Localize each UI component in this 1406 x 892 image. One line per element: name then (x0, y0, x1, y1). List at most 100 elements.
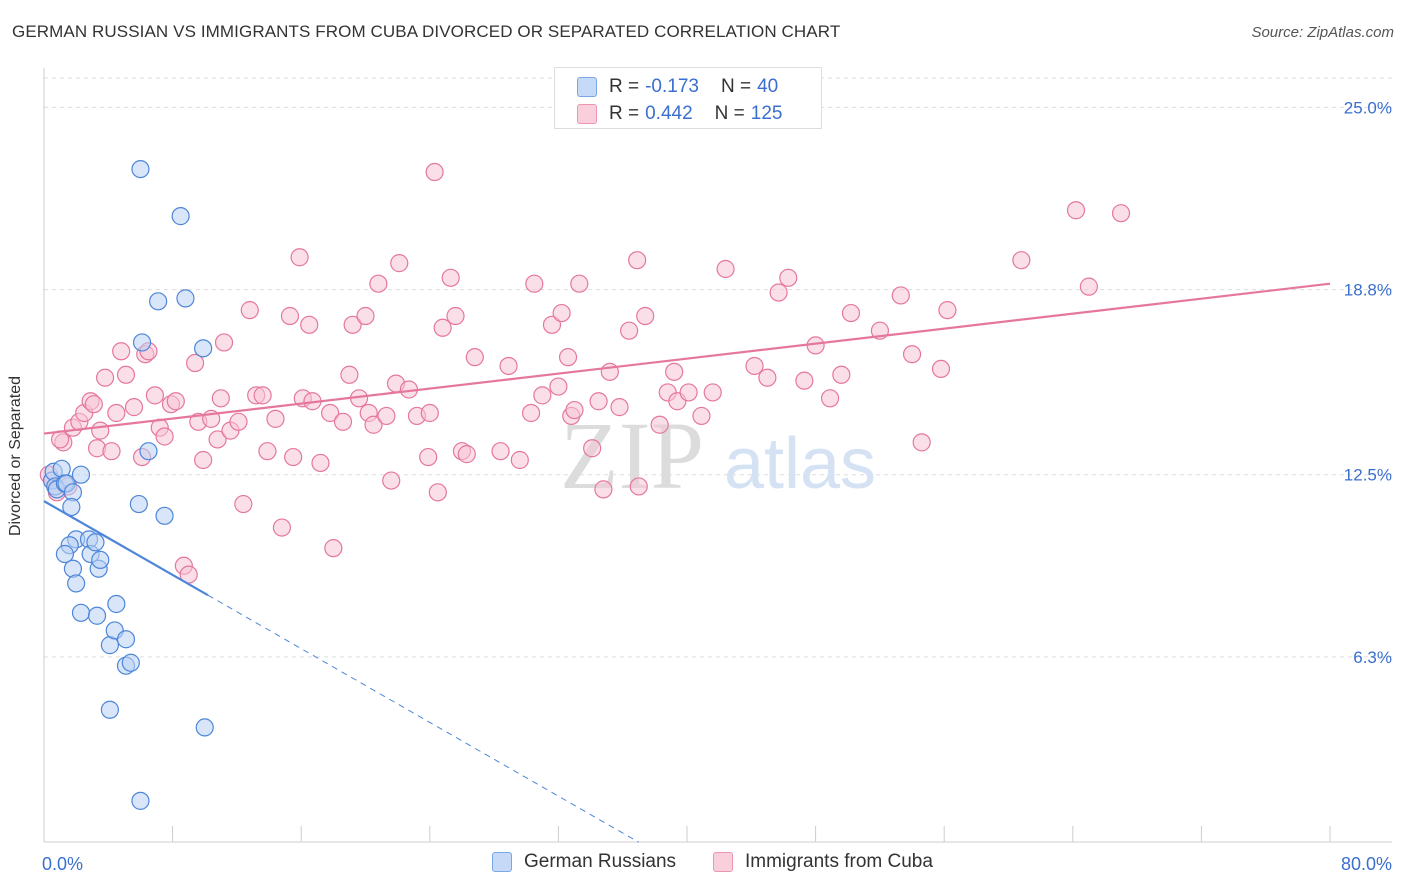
cuba-point (420, 403, 439, 423)
cuba-point (465, 348, 484, 367)
watermark-atlas: atlas (724, 424, 876, 504)
cuba-point (208, 430, 227, 449)
german-russian-point (62, 497, 81, 517)
cuba-point (364, 415, 383, 434)
y-axis-label: Divorced or Separated (7, 375, 24, 537)
cuba-point (558, 348, 578, 367)
y-tick-label: 6.3% (1353, 648, 1392, 667)
cuba-point (321, 403, 340, 423)
german-russian-point (63, 559, 83, 578)
german-russian-point (176, 289, 195, 308)
german-russian-point (139, 442, 158, 461)
cuba-point (902, 345, 922, 364)
cuba-point (938, 301, 957, 320)
cuba-point (280, 306, 300, 326)
cuba-point (95, 368, 115, 387)
cuba-point (333, 412, 353, 431)
cuba-point (491, 442, 510, 461)
cuba-point (369, 274, 388, 293)
series-immigrants-from-cuba (39, 162, 1131, 584)
cuba-point (266, 409, 285, 428)
cuba-point (343, 315, 362, 334)
german-russian-point (91, 550, 110, 570)
german-russian-point (121, 653, 140, 672)
german-russians-trend-line (43, 500, 209, 597)
cuba-point (665, 362, 684, 381)
series-legend-swatch-pink (713, 852, 733, 872)
cuba-point (102, 442, 121, 461)
german-russian-point (116, 630, 136, 649)
cuba-point (311, 453, 330, 473)
y-tick-label: 25.0% (1344, 98, 1392, 117)
cuba-point (272, 518, 292, 537)
cuba-point (629, 477, 648, 496)
cuba-point (891, 286, 910, 305)
cuba-point (525, 274, 544, 293)
cuba-point (758, 368, 777, 387)
cuba-point (186, 353, 205, 373)
legend-r-value: 0.442 (645, 103, 693, 124)
x-tick-label: 0.0% (42, 854, 83, 874)
cuba-point (594, 480, 613, 499)
cuba-point (300, 315, 319, 334)
cuba-point (589, 392, 608, 411)
cuba-point (549, 377, 568, 396)
cuba-point (552, 303, 571, 323)
german-russian-point (71, 603, 91, 622)
german-russian-point (131, 159, 150, 179)
series-legend-swatch-blue (492, 852, 512, 872)
legend-swatch-pink (577, 104, 597, 124)
german-russian-point (131, 791, 150, 810)
cuba-point (716, 259, 735, 279)
cuba-point (84, 395, 103, 414)
german-russian-point (107, 594, 126, 614)
cuba-point (795, 371, 814, 390)
cuba-point (457, 445, 476, 464)
trend-lines (43, 282, 1331, 843)
cuba-point (583, 439, 602, 458)
cuba-point (253, 386, 272, 405)
cuba-point (428, 483, 447, 502)
cuba-point (1079, 277, 1098, 296)
cuba-point (542, 315, 562, 334)
cuba-point (425, 162, 444, 182)
legend-r-label: R = (609, 76, 640, 97)
cuba-point (390, 254, 409, 273)
german-russian-point (67, 574, 86, 593)
tick-labels: 6.3% 12.5% 18.8% 25.0% 0.0% 80.0% (42, 98, 1392, 874)
cuba-point (116, 365, 136, 384)
cuba-point (610, 398, 629, 417)
series-legend-immigrants-from-cuba: Immigrants from Cuba (713, 851, 933, 873)
cuba-point (636, 306, 655, 326)
cuba-point (679, 383, 698, 402)
legend-r-label: R = (609, 103, 640, 124)
cuba-point (779, 268, 798, 287)
chart-title: GERMAN RUSSIAN VS IMMIGRANTS FROM CUBA D… (12, 22, 841, 41)
cuba-point (820, 389, 840, 408)
german-russian-point (149, 292, 168, 311)
cuba-point (382, 471, 401, 490)
watermark-zip: ZIP (560, 402, 704, 509)
series-legend-label: German Russians (524, 851, 677, 872)
cuba-point (211, 389, 230, 408)
german-russian-point (171, 207, 190, 226)
series-legend: German Russians Immigrants from Cuba (0, 851, 1406, 879)
cuba-point (931, 359, 951, 379)
cuba-point (290, 248, 309, 267)
cuba-point (240, 301, 259, 320)
cuba-point (194, 450, 213, 470)
cuba-point (112, 342, 131, 361)
cuba-point (91, 421, 110, 440)
legend-row-immigrants-from-cuba: R = 0.442 N = 125 (577, 101, 782, 127)
series-legend-german-russians: German Russians (492, 851, 676, 873)
cuba-point (258, 442, 277, 461)
cuba-point (533, 386, 552, 405)
german-russian-point (100, 700, 120, 719)
cuba-point (284, 447, 303, 467)
cuba-point (377, 406, 396, 426)
cuba-point (214, 333, 234, 352)
cuba-point (912, 433, 931, 452)
cuba-point (510, 450, 529, 470)
legend-n-label: N = (714, 103, 745, 124)
